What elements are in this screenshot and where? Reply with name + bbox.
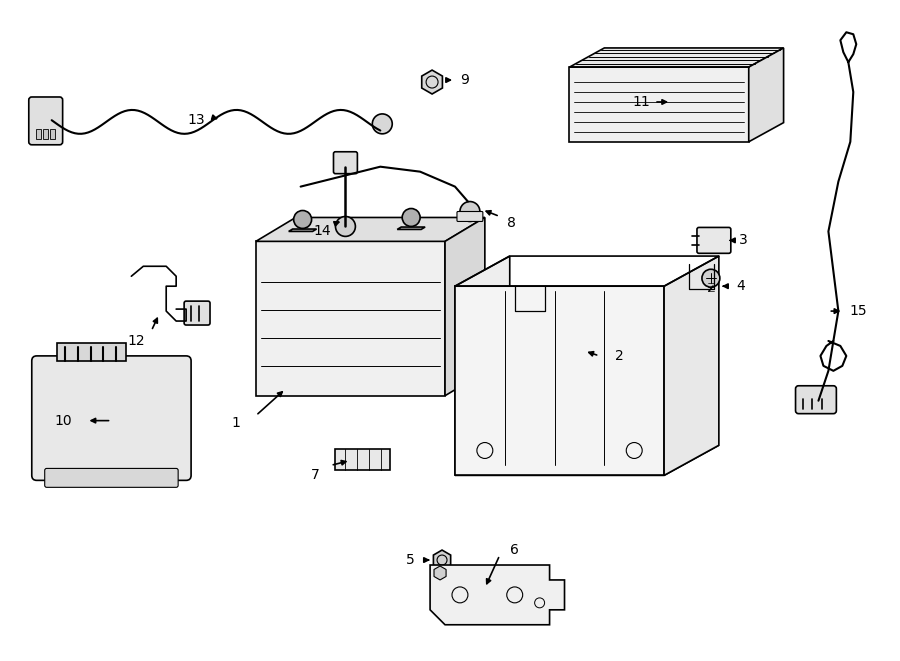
Polygon shape <box>256 217 485 241</box>
FancyBboxPatch shape <box>334 152 357 174</box>
Polygon shape <box>289 229 317 231</box>
FancyBboxPatch shape <box>336 449 391 471</box>
Text: 8: 8 <box>508 216 517 231</box>
Text: 14: 14 <box>314 225 331 239</box>
Polygon shape <box>749 48 784 142</box>
Circle shape <box>373 114 392 134</box>
Text: 7: 7 <box>311 469 320 483</box>
Circle shape <box>336 217 356 237</box>
Polygon shape <box>455 286 664 475</box>
FancyBboxPatch shape <box>457 212 483 221</box>
Text: 10: 10 <box>55 414 72 428</box>
Circle shape <box>702 269 720 287</box>
Circle shape <box>402 208 420 227</box>
Text: 6: 6 <box>510 543 519 557</box>
Polygon shape <box>397 227 425 229</box>
FancyBboxPatch shape <box>36 129 40 139</box>
FancyBboxPatch shape <box>697 227 731 253</box>
FancyBboxPatch shape <box>184 301 210 325</box>
FancyBboxPatch shape <box>50 129 55 139</box>
Text: 13: 13 <box>187 113 205 127</box>
FancyBboxPatch shape <box>29 97 63 145</box>
FancyBboxPatch shape <box>45 469 178 487</box>
Text: 12: 12 <box>128 334 145 348</box>
FancyBboxPatch shape <box>796 386 836 414</box>
Text: 15: 15 <box>850 304 867 318</box>
Polygon shape <box>57 343 126 361</box>
Polygon shape <box>430 565 564 625</box>
Polygon shape <box>455 256 509 475</box>
Polygon shape <box>664 256 719 475</box>
Polygon shape <box>570 67 749 142</box>
Polygon shape <box>256 241 445 396</box>
Circle shape <box>293 210 311 229</box>
Circle shape <box>460 202 480 221</box>
Text: 11: 11 <box>633 95 650 109</box>
Text: 9: 9 <box>461 73 470 87</box>
Text: 1: 1 <box>231 416 240 430</box>
Text: 4: 4 <box>736 279 745 293</box>
Text: 2: 2 <box>615 349 624 363</box>
Text: 5: 5 <box>406 553 415 567</box>
FancyBboxPatch shape <box>42 129 48 139</box>
Polygon shape <box>445 217 485 396</box>
FancyBboxPatch shape <box>32 356 191 481</box>
Text: 3: 3 <box>740 233 748 247</box>
Polygon shape <box>455 446 719 475</box>
Polygon shape <box>570 48 784 67</box>
